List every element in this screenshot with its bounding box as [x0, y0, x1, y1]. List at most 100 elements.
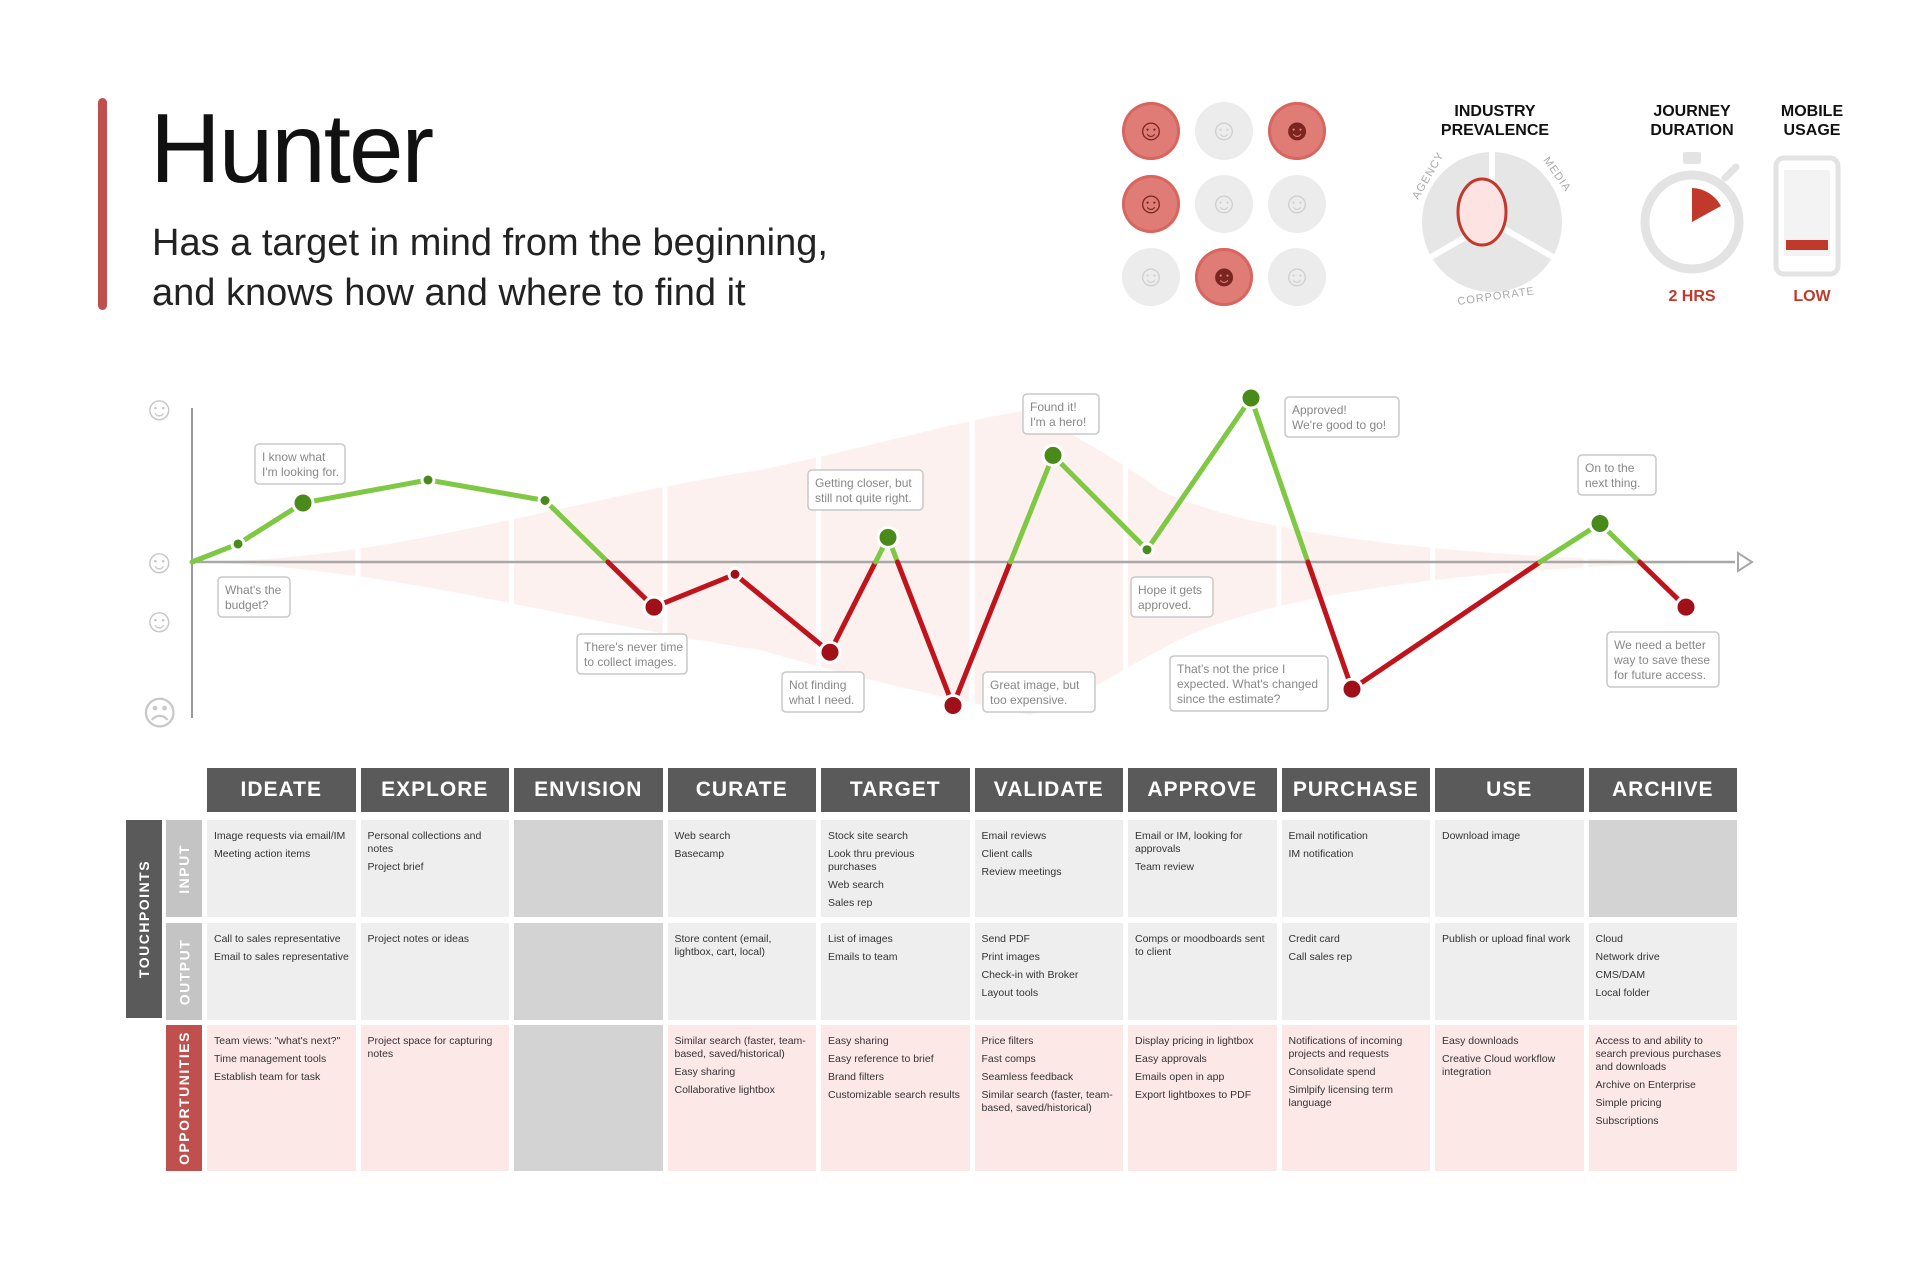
emotion-point — [727, 566, 743, 582]
output-item: Credit card — [1288, 933, 1340, 945]
input-item: Sales rep — [828, 897, 873, 909]
output-item: Local folder — [1595, 987, 1650, 999]
stage-header-purchase: PURCHASE — [1281, 768, 1430, 812]
callout-line: to collect images. — [584, 655, 677, 669]
callout-line: I know what — [262, 450, 326, 464]
row-label-output: OUTPUT — [166, 923, 202, 1020]
mobile-usage-header: MOBILE USAGE — [1762, 102, 1862, 140]
input-item: Image requests via email/IM — [214, 830, 346, 842]
tagline-line-2: and knows how and where to find it — [152, 272, 746, 314]
callout-line: Getting closer, but — [815, 476, 912, 490]
input-item: Download image — [1442, 830, 1521, 842]
emotion-segment — [827, 559, 879, 655]
emotion-segment — [425, 477, 548, 503]
smile-face-icon: ☺ — [142, 602, 177, 640]
output-item: Comps or moodboards sent to client — [1135, 933, 1265, 958]
opportunities-item: Emails open in app — [1135, 1071, 1225, 1083]
input-item: Stock site search — [828, 830, 908, 842]
input-item: Email notification — [1288, 830, 1368, 842]
emotion-segment — [895, 559, 956, 708]
opportunities-item: Access to and ability to search previous… — [1595, 1035, 1721, 1073]
row-label-opportunities: OPPORTUNITIES — [166, 1025, 202, 1171]
opportunities-cell-explore: Project space for capturing notes — [360, 1025, 509, 1171]
stage-header-use: USE — [1435, 768, 1584, 812]
emotion-segment — [1537, 520, 1603, 565]
output-item: Publish or upload final work — [1442, 933, 1571, 945]
emotion-segment — [1050, 452, 1150, 553]
opportunities-item: Display pricing in lightbox — [1135, 1035, 1254, 1047]
journey-duration-value: 2 HRS — [1668, 288, 1716, 305]
opportunities-item: Simple pricing — [1595, 1097, 1662, 1109]
opportunities-item: Team views: "what's next?" — [214, 1035, 341, 1047]
output-item: Emails to team — [828, 951, 898, 963]
emotion-point — [941, 694, 965, 717]
opportunities-item: Price filters — [981, 1035, 1034, 1047]
callout-line: what I need. — [788, 693, 854, 707]
row-label-text: OUTPUT — [176, 938, 192, 1005]
output-cell-purchase: Credit card Call sales rep — [1281, 923, 1430, 1020]
output-cell-target: List of images Emails to team — [821, 923, 970, 1020]
emotion-segment — [1349, 559, 1543, 692]
input-item: Email reviews — [981, 830, 1047, 842]
person-beard-icon: ☻ — [1268, 102, 1326, 160]
stage-header-envision: ENVISION — [514, 768, 663, 812]
opportunities-item: Archive on Enterprise — [1595, 1079, 1696, 1091]
person-icon: ☺ — [1195, 102, 1253, 160]
opportunities-cell-validate: Price filters Fast comps Seamless feedback… — [974, 1025, 1123, 1171]
input-item: Client calls — [981, 848, 1033, 860]
emotion-segment — [1007, 452, 1056, 565]
touchpoints-label-text: TOUCHPOINTS — [136, 859, 153, 979]
opportunities-item: Brand filters — [828, 1071, 885, 1083]
emotion-segment — [189, 541, 241, 565]
opportunities-cell-curate: Similar search (faster, team-based, save… — [667, 1025, 816, 1171]
callout-line: still not quite right. — [815, 491, 912, 505]
person-icon: ☺ — [1268, 248, 1326, 306]
stage-header-validate: VALIDATE — [974, 768, 1123, 812]
opportunities-item: Notifications of incoming projects and r… — [1288, 1035, 1403, 1060]
callout-line: We need a better — [1614, 638, 1706, 652]
output-cell-validate: Send PDF Print images Check-in with Broker… — [974, 923, 1123, 1020]
input-cell-explore: Personal collections and notes Project br… — [360, 820, 509, 917]
opportunities-item: Fast comps — [981, 1053, 1036, 1065]
opportunities-cell-archive: Access to and ability to search previous… — [1588, 1025, 1737, 1171]
callout-line: There's never time — [584, 640, 683, 654]
opportunities-item: Easy sharing — [828, 1035, 889, 1047]
emotion-point — [1139, 542, 1155, 558]
tagline-line-1: Has a target in mind from the beginning, — [152, 222, 828, 264]
output-cell-envision — [514, 923, 663, 1020]
emotion-point — [537, 493, 553, 508]
emotion-segment — [1144, 395, 1254, 553]
input-cell-purchase: Email notification IM notification — [1281, 820, 1430, 917]
output-item: Call sales rep — [1288, 951, 1353, 963]
person-beard-icon: ☻ — [1195, 248, 1253, 306]
emotion-point — [1239, 386, 1263, 410]
opportunities-item: Time management tools — [214, 1053, 327, 1065]
input-item: Personal collections and notes — [367, 830, 482, 855]
output-item: Store content (email, lightbox, cart, lo… — [674, 933, 772, 958]
emotion-point — [230, 536, 246, 552]
opportunities-item: Similar search (faster, team-based, save… — [981, 1089, 1113, 1114]
input-item: Meeting action items — [214, 848, 311, 860]
input-cell-target: Stock site search Look thru previous purc… — [821, 820, 970, 917]
emotion-callout: Found it!I'm a hero! — [1022, 393, 1100, 435]
output-item: Network drive — [1595, 951, 1660, 963]
emotion-chart-dots — [230, 386, 1698, 717]
stopwatch-icon — [1640, 152, 1744, 274]
callout-line: next thing. — [1585, 476, 1640, 490]
opportunities-cell-use: Easy downloads Creative Cloud workflow in… — [1435, 1025, 1584, 1171]
opportunities-item: Collaborative lightbox — [674, 1084, 775, 1096]
emotion-callout: Approved!We're good to go! — [1284, 396, 1400, 438]
output-item: Send PDF — [981, 933, 1030, 945]
output-item: List of images — [828, 933, 893, 945]
persona-avatar-grid: ☺ ☺ ☻ ☺ ☺ ☺ ☺ ☻ ☺ — [1122, 102, 1332, 312]
callout-line: too expensive. — [990, 693, 1067, 707]
opportunities-item: Easy downloads — [1442, 1035, 1519, 1047]
person-icon: ☺ — [1195, 175, 1253, 233]
stage-header-archive: ARCHIVE — [1588, 768, 1737, 812]
emotion-point — [1340, 677, 1364, 701]
